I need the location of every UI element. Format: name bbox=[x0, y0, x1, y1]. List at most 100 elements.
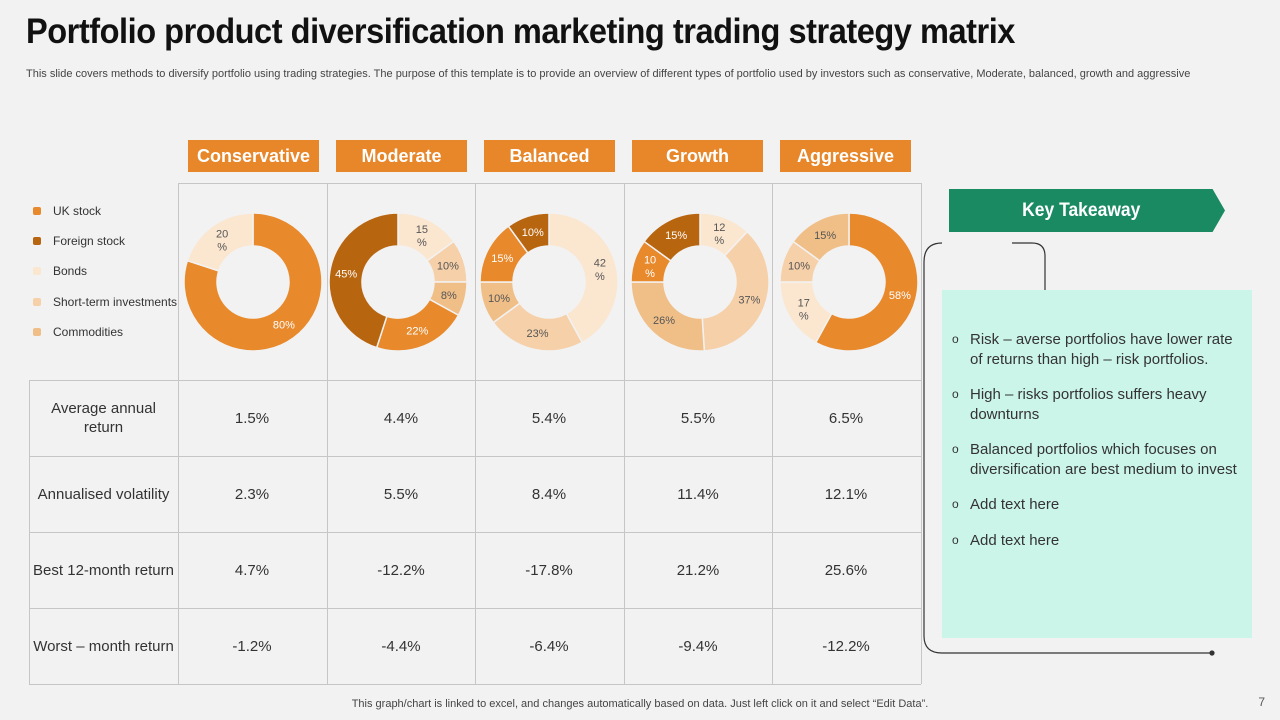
table-cell: 8.4% bbox=[531, 485, 567, 503]
slice-label: 58% bbox=[889, 290, 911, 302]
table-cell: 2.3% bbox=[234, 485, 270, 503]
column-header-balanced: Balanced bbox=[484, 140, 615, 172]
key-takeaway-box bbox=[942, 290, 1252, 638]
donut-slice bbox=[328, 212, 399, 349]
takeaway-text: Balanced portfolios which focuses on div… bbox=[970, 441, 1237, 478]
key-takeaway-banner: Key Takeaway bbox=[949, 189, 1225, 232]
table-cell: 12.1% bbox=[824, 485, 868, 503]
slice-label: 22% bbox=[406, 326, 428, 338]
donut-conservative: 80% 20% bbox=[183, 212, 323, 352]
slice-label: 10% bbox=[437, 261, 459, 273]
table-cell: -12.2% bbox=[377, 561, 425, 579]
takeaway-text: Add text here bbox=[970, 531, 1060, 549]
donut-slice bbox=[630, 281, 706, 352]
table-cell: 5.5% bbox=[680, 409, 716, 427]
footer-note: This graph/chart is linked to excel, and… bbox=[351, 698, 929, 710]
donut-slice bbox=[643, 212, 701, 262]
legend-item: Short-term investments bbox=[33, 287, 177, 317]
slice-label: 15% bbox=[665, 230, 687, 242]
slice-label: 10% bbox=[788, 261, 810, 273]
table-cell: -9.4% bbox=[678, 637, 718, 655]
slice-label: 80% bbox=[273, 319, 295, 331]
slice-label: 10% bbox=[522, 227, 544, 239]
donut-slice bbox=[701, 230, 770, 352]
circle-bullet-icon: o bbox=[952, 497, 959, 511]
slice-label: 20% bbox=[216, 228, 228, 253]
row-label: Best 12-month return bbox=[33, 561, 174, 579]
grid-vertical-line bbox=[475, 183, 476, 684]
circle-bullet-icon: o bbox=[952, 387, 959, 401]
donut-balanced: 42 % 23% 10% 15% 10% bbox=[479, 212, 619, 352]
key-takeaway-title: Key Takeaway bbox=[1021, 199, 1141, 221]
slice-label: 10% bbox=[488, 293, 510, 305]
legend-label: Foreign stock bbox=[53, 234, 126, 249]
grid-row-line bbox=[29, 684, 921, 685]
grid-vertical-line bbox=[327, 183, 328, 684]
connector-bracket bbox=[923, 242, 1212, 654]
row-label: Worst – month return bbox=[33, 637, 174, 655]
column-header-aggressive: Aggressive bbox=[780, 140, 911, 172]
slice-label: 10% bbox=[644, 255, 656, 280]
page-subtitle: This slide covers methods to diversify p… bbox=[26, 68, 1191, 80]
chart-legend: UK stock Foreign stock Bonds Short-term inv… bbox=[33, 196, 177, 347]
slice-label: 15% bbox=[814, 230, 836, 242]
column-header-moderate: Moderate bbox=[336, 140, 467, 172]
donut-aggressive: 58% 17 % 10% 15% bbox=[779, 212, 919, 352]
legend-label: Short-term investments bbox=[53, 294, 178, 309]
donut-slice bbox=[548, 212, 619, 344]
table-cell: 6.5% bbox=[828, 409, 864, 427]
table-cell: 5.5% bbox=[383, 485, 419, 503]
legend-label: Commodities bbox=[53, 324, 124, 339]
slice-label: 45% bbox=[335, 269, 357, 281]
slice-label: 17% bbox=[798, 298, 810, 323]
slice-label: 15% bbox=[416, 224, 428, 249]
donut-slice bbox=[186, 212, 254, 272]
table-cell: -6.4% bbox=[529, 637, 569, 655]
table-cell: 11.4% bbox=[677, 485, 719, 503]
donut-slice bbox=[792, 212, 850, 262]
table-cell: 4.7% bbox=[234, 561, 270, 579]
slice-label: 23% bbox=[527, 328, 549, 340]
connector-dot-bottom bbox=[1209, 650, 1215, 656]
page-number: 7 bbox=[1258, 695, 1265, 709]
row-label: Average annual return bbox=[51, 400, 156, 436]
legend-item: Bonds bbox=[33, 256, 177, 286]
takeaway-item: o Add text here bbox=[952, 531, 1242, 551]
table-cell: 4.4% bbox=[383, 409, 419, 427]
takeaway-item: o Balanced portfolios which focuses on di… bbox=[952, 440, 1242, 479]
table-cell: -1.2% bbox=[232, 637, 272, 655]
donut-slice bbox=[507, 212, 550, 254]
table-cell: -4.4% bbox=[381, 637, 421, 655]
takeaway-text: Risk – averse portfolios have lower rate… bbox=[970, 331, 1233, 368]
table-cell: 1.5% bbox=[234, 409, 270, 427]
circle-bullet-icon: o bbox=[952, 532, 959, 547]
table-cell: 5.4% bbox=[531, 409, 567, 427]
legend-swatch bbox=[33, 297, 41, 306]
grid-row-line bbox=[29, 456, 921, 457]
column-header-conservative: Conservative bbox=[188, 140, 319, 172]
slice-label: 15% bbox=[491, 253, 513, 265]
key-takeaway-list: o Risk – averse portfolios have lower rat… bbox=[952, 330, 1242, 566]
slice-label: 12% bbox=[713, 222, 725, 247]
takeaway-item: o High – risks portfolios suffers heavy d… bbox=[952, 385, 1242, 424]
legend-label: Bonds bbox=[53, 264, 88, 279]
legend-item: Commodities bbox=[33, 317, 177, 347]
grid-row-line bbox=[29, 380, 921, 381]
table-cell: -17.8% bbox=[525, 561, 573, 579]
legend-item: Foreign stock bbox=[33, 226, 177, 256]
takeaway-item: o Add text here bbox=[952, 495, 1242, 515]
connector-line bbox=[1012, 242, 1046, 294]
grid-row-line bbox=[29, 532, 921, 533]
legend-item: UK stock bbox=[33, 196, 177, 226]
donut-slice bbox=[814, 212, 919, 352]
row-label: Annualised volatility bbox=[37, 485, 170, 503]
grid-vertical-line bbox=[624, 183, 625, 684]
takeaway-text: High – risks portfolios suffers heavy do… bbox=[970, 386, 1207, 423]
circle-bullet-icon: o bbox=[952, 332, 959, 346]
circle-bullet-icon: o bbox=[952, 442, 959, 456]
grid-top-line bbox=[178, 183, 921, 184]
donut-slice bbox=[183, 212, 323, 352]
table-cell: -12.2% bbox=[822, 637, 870, 655]
page-title: Portfolio product diversification market… bbox=[26, 12, 1015, 51]
